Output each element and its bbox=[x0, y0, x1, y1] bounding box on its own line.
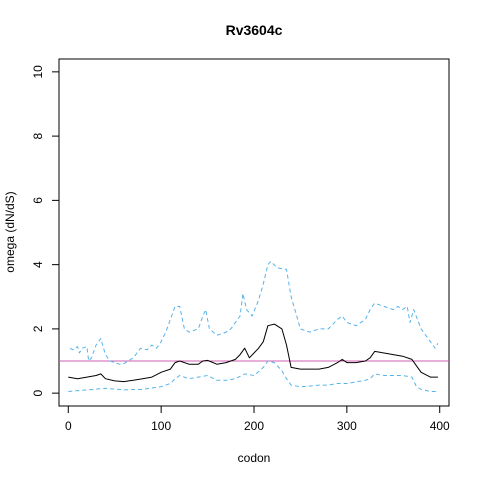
x-tick-label: 100 bbox=[151, 419, 171, 433]
x-tick-label: 200 bbox=[244, 419, 264, 433]
y-tick-label: 8 bbox=[31, 132, 45, 139]
y-tick-label: 4 bbox=[31, 261, 45, 268]
y-tick-label: 2 bbox=[31, 325, 45, 332]
series-layer bbox=[59, 260, 449, 392]
x-tick-label: 400 bbox=[430, 419, 450, 433]
series-line-omega bbox=[68, 323, 438, 383]
y-tick-label: 6 bbox=[31, 197, 45, 204]
x-axis-title: codon bbox=[238, 451, 271, 465]
x-tick-label: 0 bbox=[65, 419, 72, 433]
series-line-upper bbox=[69, 260, 439, 365]
y-tick-label: 10 bbox=[31, 65, 45, 79]
x-axis: 0 100 200 300 400 bbox=[65, 406, 450, 433]
chart-title: Rv3604c bbox=[226, 22, 283, 38]
x-tick-label: 300 bbox=[337, 419, 357, 433]
y-axis: 0 2 4 6 8 10 bbox=[31, 65, 59, 396]
y-tick-label: 0 bbox=[31, 389, 45, 396]
series-line-lower bbox=[68, 360, 438, 392]
y-axis-title: omega (dN/dS) bbox=[3, 191, 17, 272]
